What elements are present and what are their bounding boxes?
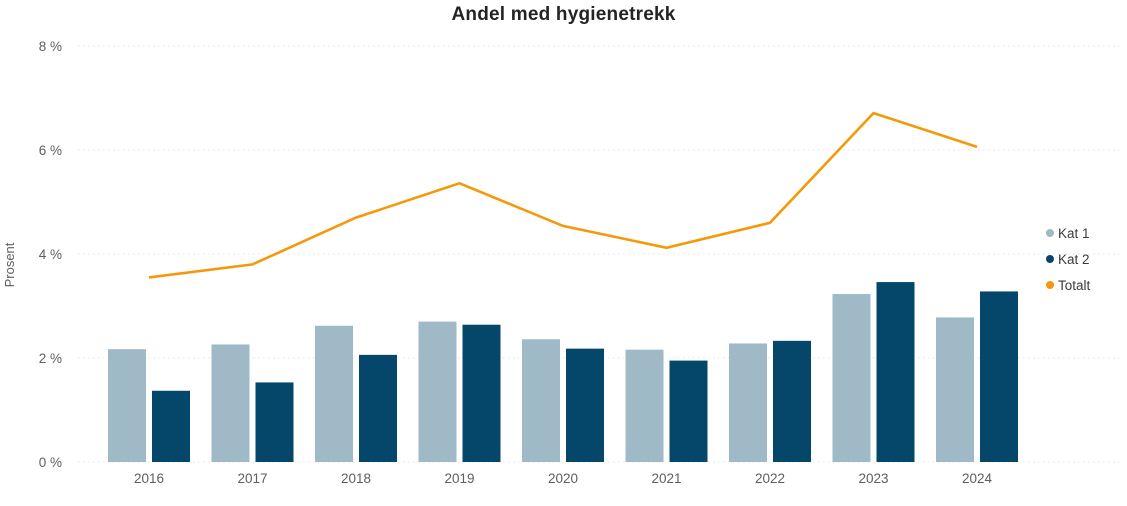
y-tick-label-8: 8 % <box>39 39 62 54</box>
bar-kat-2-2024[interactable] <box>980 291 1018 462</box>
bar-kat-2-2019[interactable] <box>462 324 501 462</box>
bar-kat-1-2017[interactable] <box>211 344 250 462</box>
legend-item-kat-2[interactable]: Kat 2 <box>1046 246 1090 272</box>
x-tick-label-2022: 2022 <box>755 471 785 486</box>
y-tick-label-4: 4 % <box>39 247 62 262</box>
bar-kat-2-2018[interactable] <box>359 354 397 462</box>
bar-kat-1-2021[interactable] <box>625 349 664 462</box>
bar-kat-2-2022[interactable] <box>773 340 811 462</box>
bar-kat-1-2023[interactable] <box>832 294 871 462</box>
bar-kat-1-2020[interactable] <box>522 339 560 462</box>
y-tick-label-2: 2 % <box>39 351 62 366</box>
bar-kat-2-2023[interactable] <box>876 282 915 462</box>
bar-kat-1-2024[interactable] <box>936 317 974 462</box>
legend-dot-kat-1 <box>1046 229 1054 237</box>
legend-label-kat-1: Kat 1 <box>1058 225 1090 241</box>
x-tick-label-2020: 2020 <box>548 471 578 486</box>
bar-kat-1-2018[interactable] <box>315 325 353 462</box>
chart-legend: Kat 1 Kat 2 Totalt <box>1046 220 1090 298</box>
bar-kat-2-2017[interactable] <box>255 382 294 462</box>
y-tick-label-6: 6 % <box>39 143 62 158</box>
legend-dot-totalt <box>1046 281 1054 289</box>
bar-kat-1-2019[interactable] <box>418 321 457 462</box>
legend-item-totalt[interactable]: Totalt <box>1046 272 1090 298</box>
legend-label-kat-2: Kat 2 <box>1058 251 1090 267</box>
legend-item-kat-1[interactable]: Kat 1 <box>1046 220 1090 246</box>
bar-kat-1-2016[interactable] <box>108 349 146 462</box>
bar-kat-2-2021[interactable] <box>669 360 708 462</box>
bar-kat-1-2022[interactable] <box>729 343 767 462</box>
x-tick-label-2023: 2023 <box>858 471 888 486</box>
bar-kat-2-2016[interactable] <box>152 390 190 462</box>
x-tick-label-2019: 2019 <box>444 471 474 486</box>
legend-label-totalt: Totalt <box>1058 277 1091 293</box>
x-tick-label-2016: 2016 <box>134 471 164 486</box>
y-tick-label-0: 0 % <box>39 455 62 470</box>
legend-dot-kat-2 <box>1046 255 1054 263</box>
x-tick-label-2024: 2024 <box>962 471 993 486</box>
x-tick-label-2018: 2018 <box>341 471 371 486</box>
x-tick-label-2021: 2021 <box>651 471 681 486</box>
chart-title: Andel med hygienetrekk <box>451 4 676 25</box>
y-axis-title: Prosent <box>2 242 17 287</box>
totalt-line[interactable] <box>148 111 978 279</box>
bar-kat-2-2020[interactable] <box>566 348 604 462</box>
x-tick-label-2017: 2017 <box>237 471 267 486</box>
